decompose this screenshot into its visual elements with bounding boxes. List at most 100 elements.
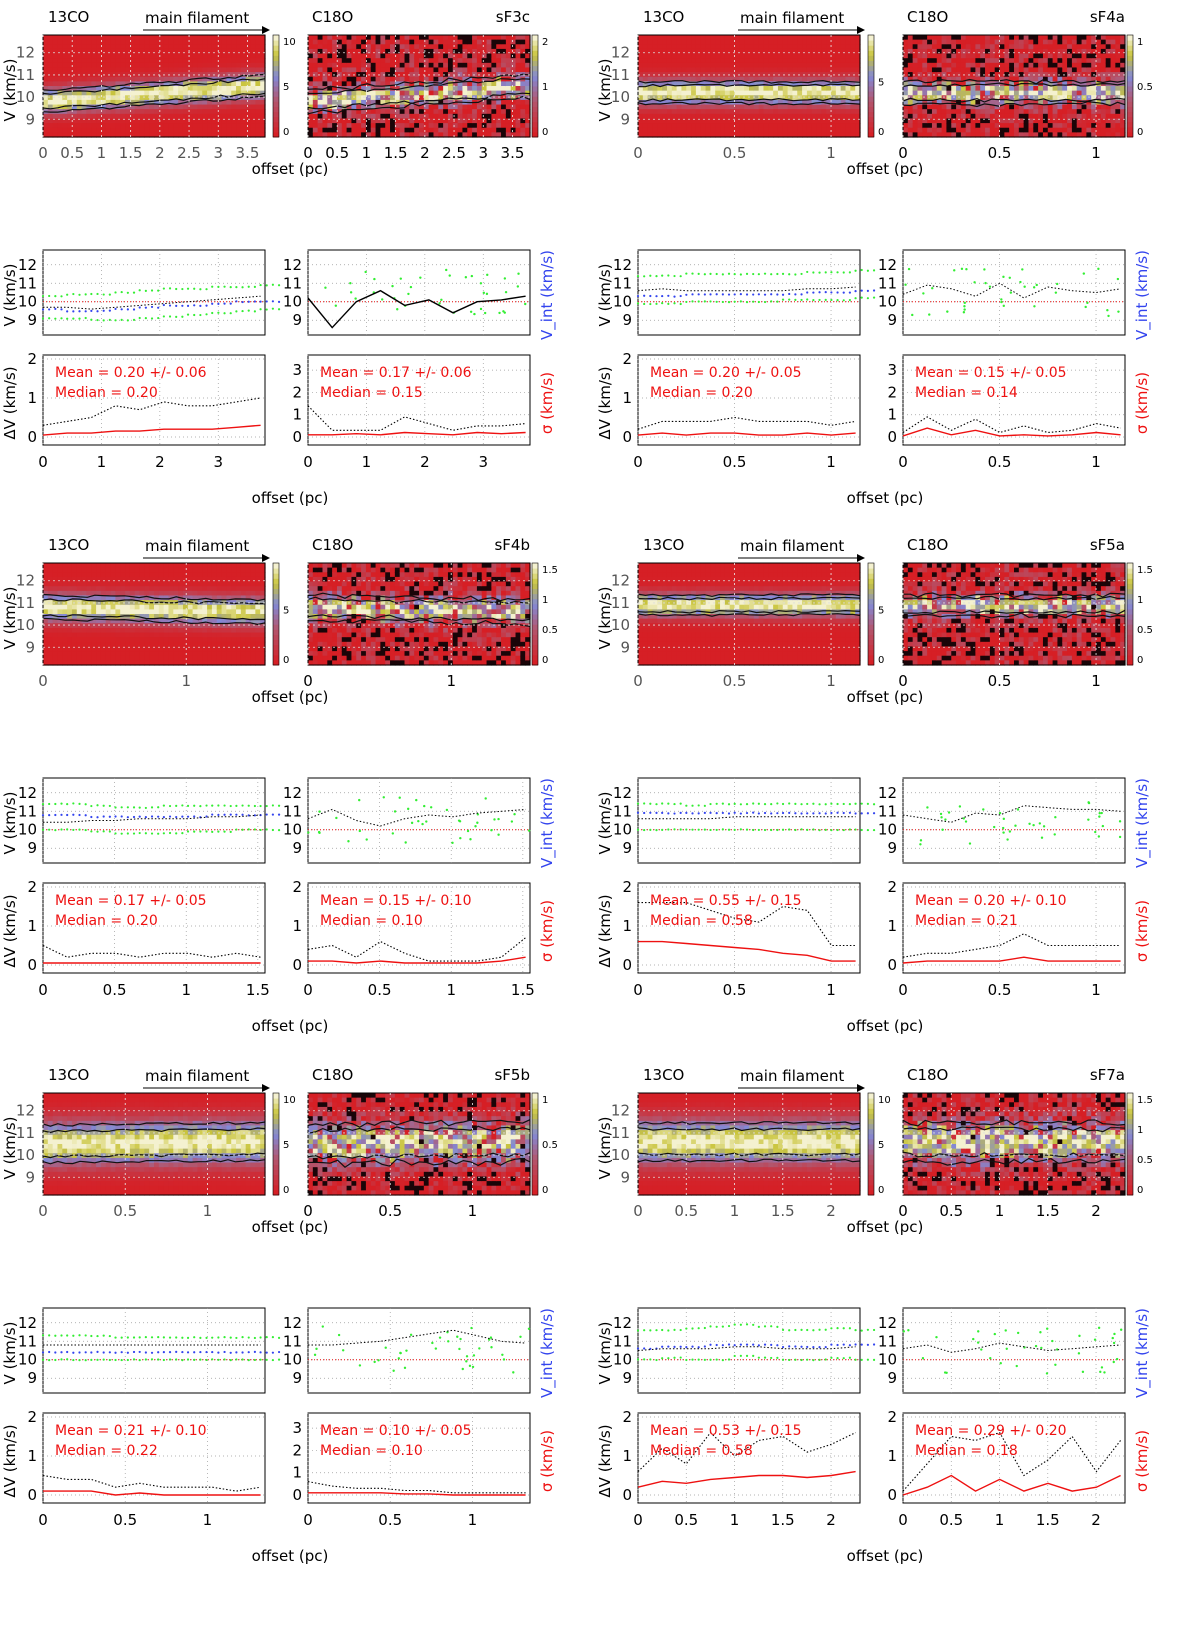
pv-cell [375, 132, 381, 138]
pv-cell [57, 39, 63, 45]
pv-cell [980, 118, 986, 124]
pv-cell [443, 118, 449, 124]
pv-cell [510, 39, 517, 45]
pv-cell [385, 127, 391, 133]
pv-cell [965, 58, 972, 64]
pv-cell [115, 86, 121, 92]
upper-point [229, 285, 232, 289]
pv-cell [419, 39, 425, 45]
pv-cell [312, 113, 319, 120]
pv-cell [76, 595, 83, 601]
pv-cell [773, 127, 779, 133]
pv-cell [231, 39, 237, 45]
scatter-point [516, 285, 520, 288]
pv-cell [149, 109, 155, 115]
pv-cell [43, 572, 49, 578]
pv-cell [691, 86, 697, 92]
pv-cell [951, 132, 957, 138]
pv-cell [447, 113, 454, 120]
pv-cell [917, 109, 923, 115]
pv-cell [447, 76, 454, 82]
pv-cell [1057, 132, 1063, 138]
pv-cell [989, 48, 996, 55]
lower-point [655, 302, 658, 305]
pv-cell [250, 86, 256, 92]
pv-cell [970, 104, 976, 110]
sigma-line [637, 432, 856, 436]
pv-cell [447, 118, 454, 124]
pv-cell [662, 67, 668, 73]
pv-cell [686, 35, 692, 41]
scatter-point [464, 276, 468, 279]
pv-cell [423, 35, 430, 41]
colorbar-cell [273, 106, 279, 112]
pv-cell [970, 109, 976, 115]
pv-cell [840, 132, 847, 138]
pv-cell [409, 58, 415, 64]
pv-cell [989, 67, 996, 73]
pv-cell [62, 123, 68, 129]
pv-cell [71, 595, 78, 601]
colorbar-cell [532, 60, 538, 67]
pv-cell [816, 104, 822, 110]
pv-cell [443, 48, 449, 55]
pv-cell [96, 604, 102, 610]
pv-cell [787, 90, 794, 96]
pv-cell [245, 39, 252, 45]
pv-cell [1120, 67, 1126, 73]
pv-cell [1018, 44, 1025, 50]
scatter-point [470, 274, 474, 278]
scatter-point [922, 292, 925, 295]
pv-cell [1086, 67, 1092, 73]
pv-cell [1110, 39, 1116, 45]
pv-cell [486, 86, 492, 92]
pv-cell [317, 109, 324, 115]
pv-cell [657, 67, 663, 73]
pv-cell [385, 90, 391, 96]
pv-cell [1096, 53, 1102, 59]
pv-cell [941, 132, 948, 138]
pv-cell [744, 48, 750, 55]
pv-cell [467, 109, 473, 115]
pv-cell [994, 118, 1001, 124]
pv-cell [322, 81, 328, 87]
pv-cell [510, 90, 517, 96]
pv-cell [187, 44, 194, 50]
pv-cell [486, 44, 492, 50]
pv-cell [197, 76, 203, 82]
pv-cell [936, 99, 943, 106]
pv-cell [638, 113, 644, 120]
pv-cell [773, 118, 779, 124]
pv-cell [221, 76, 227, 82]
pv-cell [67, 95, 73, 101]
pv-cell [81, 58, 88, 64]
pv-cell [216, 118, 223, 124]
pv-cell [385, 81, 391, 87]
pv-cell [476, 58, 483, 64]
pv-cell [642, 53, 649, 59]
pv-cell [173, 90, 179, 96]
pv-cell [365, 86, 372, 92]
pv-cell [777, 95, 784, 101]
pv-cell [178, 39, 184, 45]
pv-cell [327, 99, 333, 106]
pv-cell [365, 109, 372, 115]
pv-cell [380, 58, 386, 64]
pv-cell [806, 86, 813, 92]
pv-cell [409, 95, 415, 101]
pv-cell [1004, 127, 1010, 133]
pv-cell [452, 35, 459, 41]
pv-cell [695, 127, 702, 133]
pv-cell [840, 62, 847, 69]
pv-cell [806, 113, 813, 120]
pv-cell [1038, 113, 1044, 120]
pv-cell [855, 95, 861, 101]
pv-cell [777, 99, 784, 106]
pv-cell [802, 123, 808, 129]
pv-cell [467, 58, 473, 64]
pv-cell [638, 53, 644, 59]
pv-cell [1062, 99, 1068, 106]
pv-cell [917, 86, 923, 92]
pv-cell [100, 48, 107, 55]
pv-cell [985, 113, 991, 120]
